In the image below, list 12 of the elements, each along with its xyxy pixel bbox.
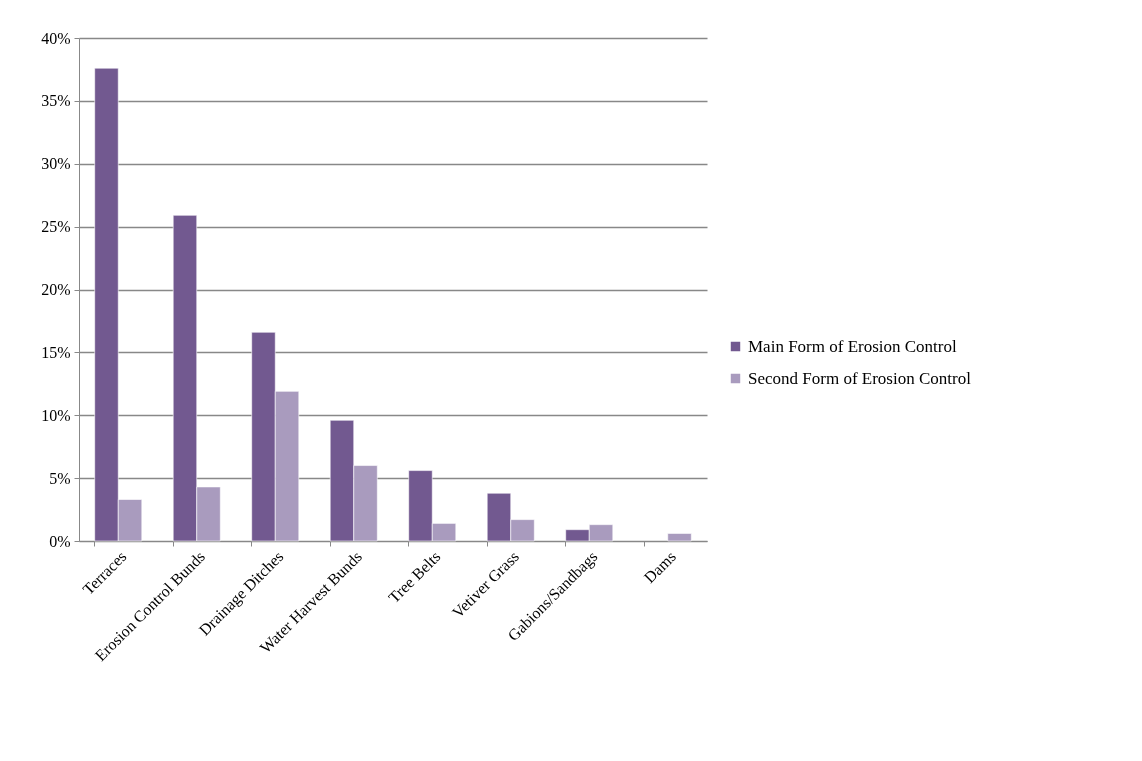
y-tick-label: 20% <box>41 281 71 298</box>
y-tick-label: 40% <box>41 29 71 47</box>
legend-label: Main Form of Erosion Control <box>748 336 957 356</box>
bar <box>667 533 692 542</box>
legend-label: Second Form of Erosion Control <box>748 368 972 388</box>
y-tick-label: 25% <box>41 218 71 236</box>
y-tick-label: 35% <box>41 92 71 110</box>
y-tick-label: 0% <box>49 532 71 550</box>
y-tick-label: 5% <box>49 469 71 487</box>
y-tick-label: 10% <box>41 406 71 424</box>
y-tick-label: 15% <box>41 343 71 361</box>
y-tick-label: 30% <box>41 155 71 173</box>
